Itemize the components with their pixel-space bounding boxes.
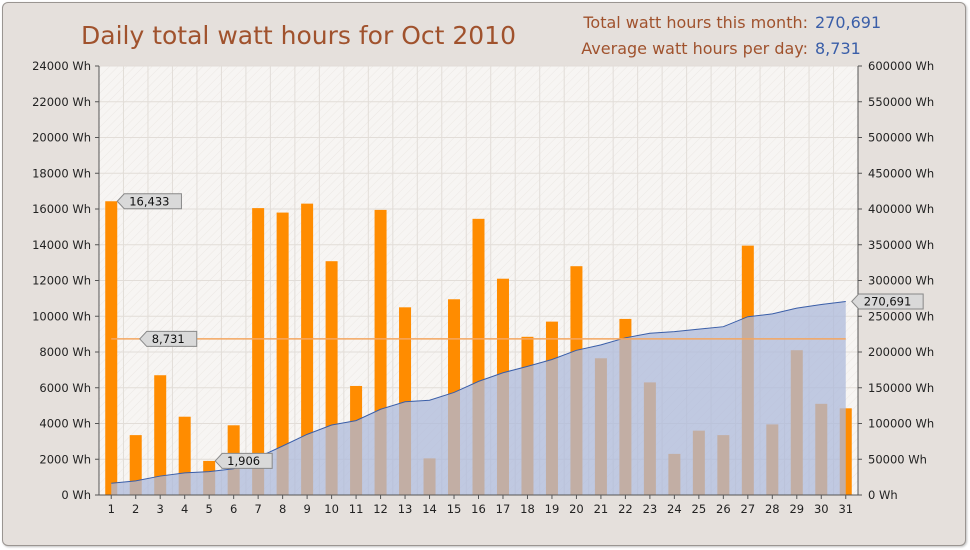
callout-8731-text: 8,731 (152, 332, 185, 346)
y-left-tick-label: 22000 Wh (32, 95, 91, 109)
y-right-tick-label: 450000 Wh (868, 166, 934, 180)
bar-day-8 (276, 212, 289, 495)
bar-day-1 (105, 201, 118, 495)
callout-270691: 270,691 (851, 293, 924, 310)
chart-title: Daily total watt hours for Oct 2010 (81, 21, 516, 50)
y-right-tick-label: 0 Wh (868, 488, 898, 502)
x-tick-label: 26 (716, 502, 731, 516)
average-value: 8,731 (815, 39, 861, 58)
y-left-tick-label: 12000 Wh (32, 274, 91, 288)
x-tick-label: 13 (398, 502, 413, 516)
y-left-tick-label: 14000 Wh (32, 238, 91, 252)
y-right-tick-label: 200000 Wh (868, 345, 934, 359)
y-left-tick-label: 16000 Wh (32, 202, 91, 216)
total-value: 270,691 (815, 13, 882, 32)
y-right-tick-label: 350000 Wh (868, 238, 934, 252)
x-tick-label: 9 (303, 502, 310, 516)
callout-8731: 8,731 (139, 330, 198, 347)
y-left-tick-label: 8000 Wh (39, 345, 91, 359)
callout-16433-box (116, 193, 182, 210)
y-right-tick-label: 550000 Wh (868, 95, 934, 109)
x-tick-label: 7 (254, 502, 261, 516)
x-tick-label: 29 (789, 502, 804, 516)
callout-270691-text: 270,691 (864, 294, 912, 308)
y-left-tick-label: 4000 Wh (39, 417, 91, 431)
callout-8731-box (139, 330, 198, 347)
y-right-tick-label: 300000 Wh (868, 274, 934, 288)
y-right-tick-label: 100000 Wh (868, 417, 934, 431)
x-tick-label: 30 (814, 502, 829, 516)
x-tick-label: 20 (569, 502, 584, 516)
x-tick-label: 24 (667, 502, 682, 516)
average-stat: Average watt hours per day: 8,731 (3, 39, 968, 61)
callout-16433: 16,433 (116, 193, 182, 210)
callout-1906-text: 1,906 (227, 454, 260, 468)
y-right-tick-label: 250000 Wh (868, 309, 934, 323)
x-tick-label: 17 (496, 502, 511, 516)
y-left-tick-label: 24000 Wh (32, 59, 91, 73)
x-tick-label: 8 (279, 502, 286, 516)
x-tick-label: 12 (373, 502, 388, 516)
y-right-tick-label: 500000 Wh (868, 131, 934, 145)
x-tick-label: 1 (108, 502, 115, 516)
bar-day-9 (301, 203, 314, 495)
x-tick-label: 5 (206, 502, 213, 516)
callout-270691-box (851, 293, 924, 310)
bar-day-7 (252, 208, 265, 495)
average-label: Average watt hours per day: (581, 39, 808, 58)
y-left-tick-label: 2000 Wh (39, 452, 91, 466)
x-tick-label: 28 (765, 502, 780, 516)
x-tick-label: 23 (643, 502, 658, 516)
y-left-tick-label: 10000 Wh (32, 309, 91, 323)
y-left-tick-label: 0 Wh (61, 488, 91, 502)
y-right-tick-label: 400000 Wh (868, 202, 934, 216)
x-tick-label: 14 (422, 502, 437, 516)
callout-1906-box (214, 452, 273, 469)
y-right-tick-label: 600000 Wh (868, 59, 934, 73)
x-tick-label: 27 (741, 502, 756, 516)
x-tick-label: 11 (349, 502, 364, 516)
x-tick-label: 3 (157, 502, 164, 516)
y-left-tick-label: 20000 Wh (32, 131, 91, 145)
chart-plot: 0 Wh 2000 Wh 4000 Wh 6000 Wh 8000 Wh 10000 Wh… (32, 59, 934, 516)
callout-1906: 1,906 (214, 452, 273, 469)
x-tick-label: 16 (471, 502, 486, 516)
x-tick-label: 18 (520, 502, 535, 516)
x-tick-label: 10 (324, 502, 339, 516)
x-tick-label: 15 (447, 502, 462, 516)
x-tick-label: 2 (132, 502, 139, 516)
x-tick-label: 25 (692, 502, 707, 516)
x-tick-label: 21 (594, 502, 609, 516)
y-right-tick-label: 150000 Wh (868, 381, 934, 395)
x-tick-label: 22 (618, 502, 633, 516)
x-tick-label: 19 (545, 502, 560, 516)
cumulative-area (111, 301, 846, 495)
bar-day-3 (154, 375, 167, 495)
y-left-tick-label: 6000 Wh (39, 381, 91, 395)
x-tick-label: 31 (838, 502, 853, 516)
callout-16433-text: 16,433 (129, 194, 169, 208)
total-label: Total watt hours this month: (583, 13, 808, 32)
x-tick-label: 6 (230, 502, 237, 516)
x-tick-label: 4 (181, 502, 188, 516)
total-stat: Total watt hours this month: 270,691 (3, 13, 968, 35)
y-left-tick-label: 18000 Wh (32, 166, 91, 180)
y-right-tick-label: 50000 Wh (868, 452, 927, 466)
